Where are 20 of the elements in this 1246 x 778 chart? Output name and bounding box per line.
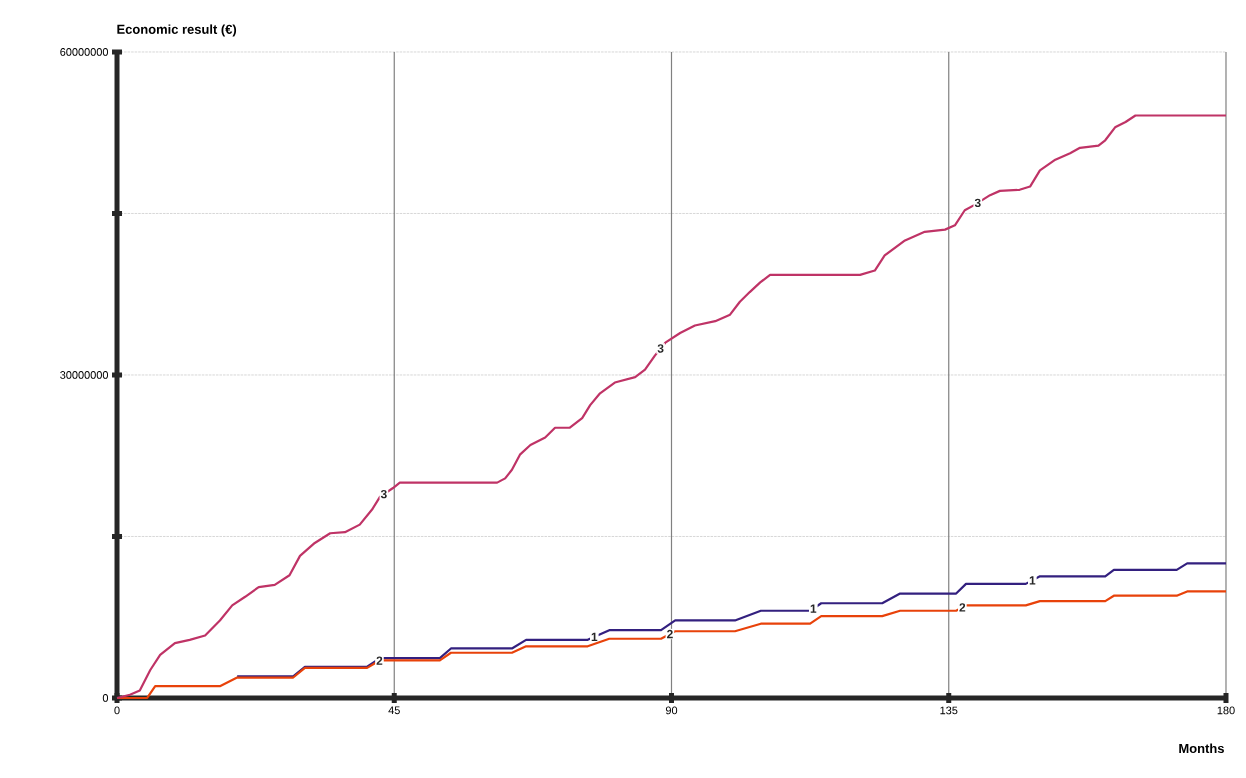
x-axis-title: Months: [1179, 743, 1224, 754]
series-label: 2: [376, 656, 383, 665]
text: 3: [380, 489, 387, 499]
series-label: 1: [591, 632, 598, 641]
x-tick-label: 0: [114, 706, 120, 715]
text: 1: [810, 604, 817, 613]
x-tick-label: 90: [665, 706, 678, 715]
x-tick-label: 135: [940, 706, 958, 715]
series-label: 3: [974, 198, 981, 208]
text: 2: [959, 603, 966, 612]
text: 1: [1029, 576, 1036, 585]
y-tick-label: 60000000: [60, 48, 109, 56]
text: 3: [657, 344, 664, 353]
y-axis-title: Economic result (€): [117, 24, 237, 37]
y-tick-label: 30000000: [60, 371, 109, 379]
y-tick-label: 0: [102, 694, 109, 702]
x-tick-label: 45: [388, 706, 400, 715]
x-tick-label: 180: [1217, 706, 1235, 715]
line-series: [236, 562, 1228, 678]
text: 2: [667, 629, 673, 639]
